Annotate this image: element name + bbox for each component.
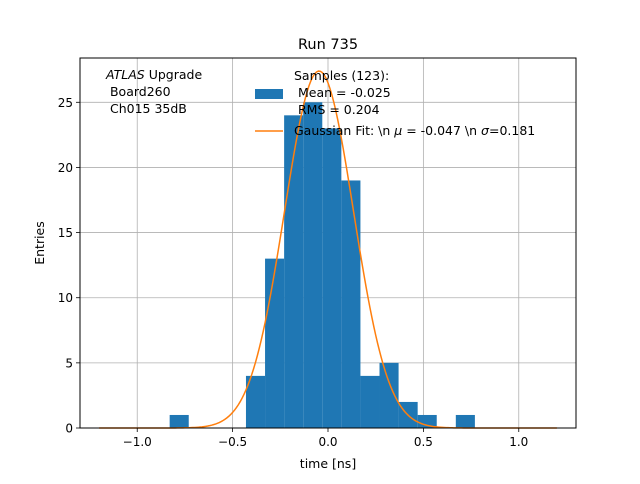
histogram-bar (341, 180, 361, 428)
chart-title: Run 735 (298, 37, 358, 53)
legend-fit-mu-text: = -0.047 \n (402, 123, 481, 138)
x-tick-label: 0.0 (318, 435, 337, 449)
histogram-bar (379, 362, 399, 428)
x-axis-label: time [ns] (300, 456, 356, 471)
histogram-bar (245, 375, 266, 428)
legend-fit-mu-symbol: μ (393, 123, 402, 138)
y-tick-label: 20 (58, 161, 73, 175)
annotation-line-3: Ch015 35dB (106, 101, 187, 116)
x-tick-label: −1.0 (123, 435, 152, 449)
x-tick-label: −0.5 (218, 435, 247, 449)
legend-fit-sigma-text: =0.181 (489, 123, 535, 138)
histogram-bar (303, 102, 323, 428)
legend-histogram-line-1: Samples (123): (294, 68, 389, 83)
histogram-bar (455, 414, 475, 428)
x-tick-label: 0.5 (414, 435, 433, 449)
histogram-bar (265, 258, 285, 428)
legend-histogram-swatch (255, 89, 283, 99)
legend-fit-sigma-symbol: σ (481, 123, 490, 138)
y-tick-label: 0 (65, 422, 73, 436)
y-tick-label: 10 (58, 291, 73, 305)
histogram-bar (322, 128, 342, 428)
histogram-bars (169, 102, 475, 428)
histogram-bar (284, 115, 304, 428)
legend-histogram-line-3: RMS = 0.204 (294, 102, 380, 117)
annotation-line-2: Board260 (106, 84, 171, 99)
annotation-line-1: ATLAS Upgrade (105, 67, 202, 82)
legend-fit-label: Gaussian Fit: \n μ = -0.047 \n σ=0.181 (294, 123, 535, 138)
atlas-annotation: ATLAS Upgrade Board260 Ch015 35dB (105, 67, 202, 116)
histogram-bar (360, 375, 380, 428)
x-tick-label: 1.0 (509, 435, 528, 449)
y-tick-label: 15 (58, 226, 73, 240)
y-tick-label: 5 (65, 356, 73, 370)
y-axis-ticks: 0 5 10 15 20 25 (58, 96, 80, 436)
atlas-label: ATLAS (105, 67, 145, 82)
legend-histogram-line-2: Mean = -0.025 (294, 85, 391, 100)
y-tick-label: 25 (58, 96, 73, 110)
upgrade-label: Upgrade (145, 67, 203, 82)
legend: Samples (123): Mean = -0.025 RMS = 0.204… (255, 68, 535, 138)
legend-fit-prefix: Gaussian Fit: \n (294, 123, 394, 138)
histogram-bar (169, 414, 189, 428)
x-axis-ticks: −1.0 −0.5 0.0 0.5 1.0 (123, 428, 528, 449)
y-axis-label: Entries (32, 221, 47, 265)
